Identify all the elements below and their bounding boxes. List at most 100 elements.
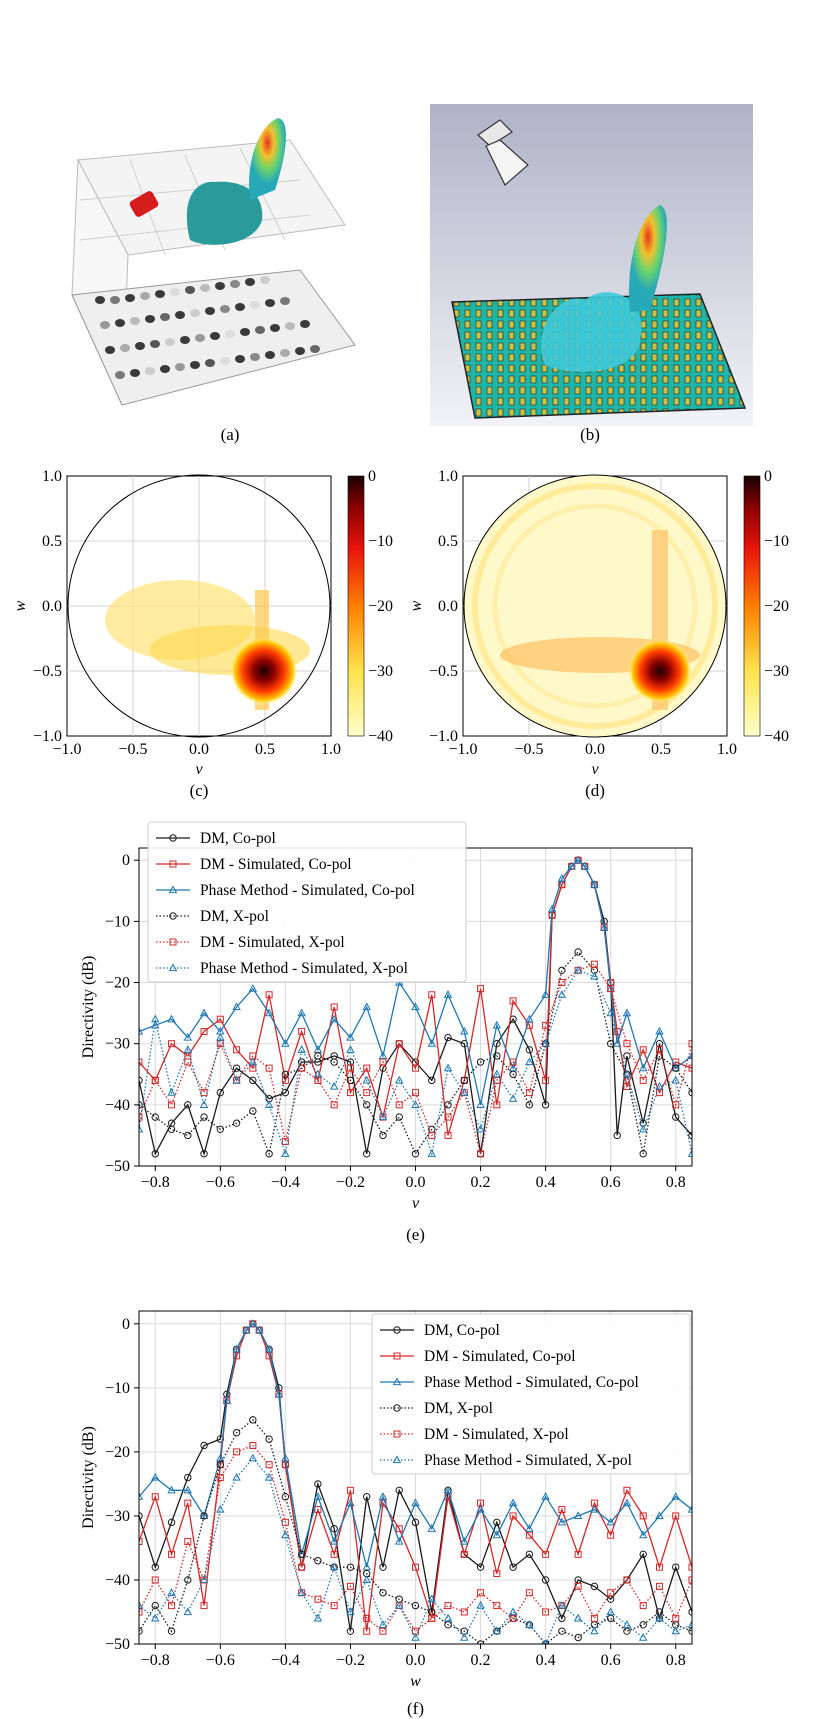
plot-area bbox=[139, 1319, 692, 1644]
colorbar-c-tick: −30 bbox=[368, 663, 393, 680]
colorbar-c-tick: −10 bbox=[368, 533, 393, 550]
series-5-point bbox=[557, 990, 567, 998]
y-tick-label: −10 bbox=[105, 1380, 130, 1397]
series-0-point bbox=[167, 1518, 176, 1527]
series-2-point bbox=[216, 1453, 225, 1462]
colorbar-d-tick: 0 bbox=[764, 468, 772, 485]
series-1-point bbox=[200, 1027, 208, 1035]
series-5-point bbox=[297, 1588, 306, 1596]
series-5-point bbox=[281, 1149, 290, 1157]
series-5-point bbox=[622, 1069, 632, 1078]
series-2-point bbox=[671, 1492, 680, 1500]
heatmap-c-xtick: 1.0 bbox=[321, 741, 341, 758]
series-5-point bbox=[139, 1124, 144, 1133]
x-tick-label: 0.2 bbox=[471, 1652, 491, 1669]
legend-label: DM - Simulated, X-pol bbox=[200, 934, 345, 951]
series-2-point bbox=[567, 861, 576, 870]
series-4-point bbox=[542, 1021, 550, 1029]
unit-circle-c bbox=[67, 474, 331, 738]
series-5-point bbox=[525, 1620, 534, 1628]
series-5-point bbox=[151, 1014, 160, 1023]
series-5-point bbox=[199, 1100, 209, 1108]
series-3-point bbox=[216, 1125, 225, 1134]
series-4-point bbox=[639, 1076, 647, 1084]
series-5-point bbox=[199, 1575, 209, 1584]
series-3-point bbox=[379, 1131, 387, 1140]
series-3-point bbox=[346, 1563, 355, 1571]
series-5-point bbox=[476, 1124, 485, 1133]
series-4-point bbox=[184, 1058, 192, 1066]
series-3-point bbox=[444, 1101, 452, 1109]
series-3-point bbox=[672, 1064, 680, 1072]
series-2-point bbox=[622, 1008, 632, 1017]
series-3-point bbox=[574, 1633, 582, 1642]
series-5-point bbox=[139, 1600, 144, 1609]
series-1-point bbox=[298, 1027, 306, 1035]
series-5-point bbox=[460, 1632, 469, 1641]
series-1-point bbox=[168, 1550, 176, 1558]
series-3-point bbox=[184, 1576, 192, 1584]
series-5-point bbox=[492, 1069, 502, 1078]
legend-marker bbox=[392, 1455, 402, 1464]
x-tick-label: −0.8 bbox=[141, 1652, 170, 1669]
x-tick-label: 0.4 bbox=[536, 1652, 556, 1669]
y-tick-label: −30 bbox=[105, 1508, 130, 1525]
series-5-point bbox=[264, 1100, 274, 1108]
series-1-point bbox=[200, 1602, 208, 1610]
series-4-point bbox=[428, 1614, 436, 1622]
series-3-point bbox=[249, 1416, 257, 1424]
series-2-point bbox=[460, 1536, 469, 1545]
legend: DM, Co-pol DM - Simulated, Co-pol Phase Me… bbox=[371, 1313, 691, 1475]
series-5-point bbox=[313, 1613, 323, 1622]
series-5-point bbox=[443, 1613, 453, 1622]
x-tick-label: 0.0 bbox=[406, 1652, 426, 1669]
series-3-point bbox=[509, 1614, 517, 1623]
uv-heatmap-c bbox=[66, 474, 365, 738]
series-5-point bbox=[297, 1045, 306, 1053]
series-2-point bbox=[329, 1536, 339, 1545]
series-0-point bbox=[249, 1076, 257, 1085]
series-0-point bbox=[444, 1033, 452, 1042]
legend-marker bbox=[169, 912, 177, 920]
heatmap-c-xtick: 0.5 bbox=[255, 741, 275, 758]
series-1-point bbox=[613, 1027, 621, 1035]
panel-b-sidelobes bbox=[540, 292, 642, 372]
colorbar-d bbox=[743, 475, 761, 737]
x-tick-label: 0.8 bbox=[666, 1652, 686, 1669]
series-4-point bbox=[542, 1608, 550, 1616]
series-4-point bbox=[281, 1138, 289, 1146]
series-0-point bbox=[525, 1550, 534, 1559]
series-3-point bbox=[395, 1113, 403, 1121]
series-5-point bbox=[541, 1039, 550, 1047]
series-4-point bbox=[525, 1589, 533, 1597]
series-4-point bbox=[412, 1089, 419, 1097]
series-4-point bbox=[216, 1474, 224, 1481]
series-5-point bbox=[573, 1613, 583, 1622]
series-1-point bbox=[139, 1538, 143, 1546]
series-line-4 bbox=[139, 963, 692, 1154]
y-tick-label: −10 bbox=[105, 913, 130, 930]
series-2-point bbox=[687, 1504, 692, 1513]
y-axis-label: Directivity (dB) bbox=[80, 956, 97, 1059]
y-tick-label: −20 bbox=[105, 975, 130, 992]
series-3-point bbox=[200, 1113, 208, 1121]
heatmap-labels: −1.0 −0.5 0.0 0.5 1.0 1.0 0.5 0.0 −0.5 −1.0 0 −10 −2… bbox=[12, 468, 789, 800]
y-tick-label: −40 bbox=[105, 1572, 130, 1589]
series-3-point bbox=[232, 1428, 241, 1437]
series-2-point bbox=[394, 1536, 404, 1545]
heatmap-c-xlabel: v bbox=[195, 761, 203, 778]
legend-label: DM - Simulated, X-pol bbox=[424, 1426, 569, 1443]
series-4-point bbox=[346, 1582, 354, 1590]
series-1-point bbox=[688, 1563, 692, 1571]
x-tick-label: −0.6 bbox=[206, 1652, 235, 1669]
series-1-point bbox=[412, 1563, 419, 1571]
series-4-point bbox=[200, 1089, 208, 1097]
series-1-point bbox=[509, 997, 517, 1005]
series-0-point bbox=[363, 1150, 371, 1158]
series-1-point bbox=[346, 1089, 354, 1097]
series-4-point bbox=[216, 1040, 224, 1048]
series-4-point bbox=[363, 1614, 371, 1622]
series-0-point bbox=[558, 1614, 566, 1623]
series-2-point bbox=[443, 1485, 453, 1494]
